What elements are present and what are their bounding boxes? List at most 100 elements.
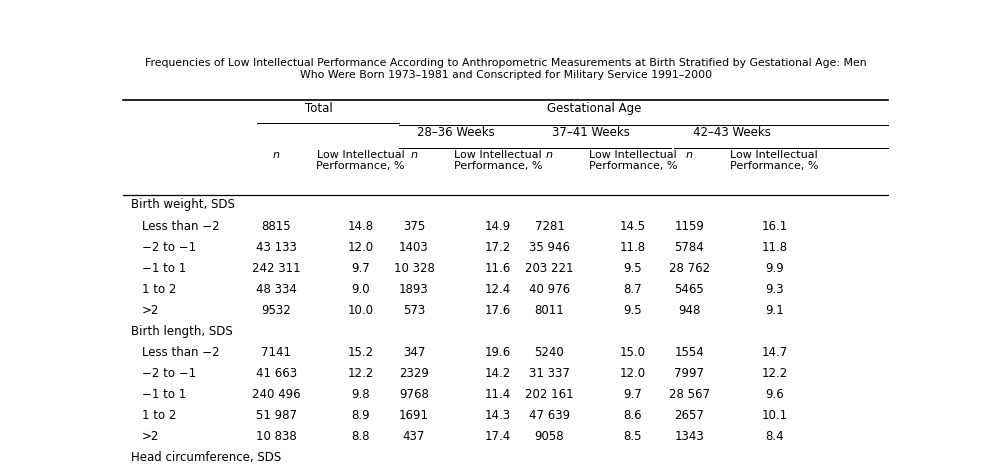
Text: 17.4: 17.4 — [484, 430, 511, 443]
Text: 5784: 5784 — [673, 241, 704, 254]
Text: 1 to 2: 1 to 2 — [142, 282, 176, 296]
Text: 51 987: 51 987 — [255, 409, 297, 422]
Text: 14.9: 14.9 — [484, 219, 511, 233]
Text: 28 567: 28 567 — [669, 388, 709, 401]
Text: n: n — [272, 150, 280, 160]
Text: n: n — [410, 150, 417, 160]
Text: 8.5: 8.5 — [623, 430, 642, 443]
Text: 1554: 1554 — [673, 346, 704, 359]
Text: 15.2: 15.2 — [347, 346, 373, 359]
Text: 2329: 2329 — [398, 367, 429, 380]
Text: 19.6: 19.6 — [484, 346, 511, 359]
Text: 12.4: 12.4 — [484, 282, 511, 296]
Text: 12.2: 12.2 — [760, 367, 787, 380]
Text: 5465: 5465 — [673, 282, 704, 296]
Text: 17.2: 17.2 — [484, 241, 511, 254]
Text: 31 337: 31 337 — [528, 367, 569, 380]
Text: 7997: 7997 — [673, 367, 704, 380]
Text: 240 496: 240 496 — [251, 388, 301, 401]
Text: 9.7: 9.7 — [351, 262, 370, 274]
Text: 35 946: 35 946 — [528, 241, 569, 254]
Text: 8.6: 8.6 — [623, 409, 642, 422]
Text: 8011: 8011 — [534, 304, 564, 317]
Text: 10 838: 10 838 — [255, 430, 297, 443]
Text: −1 to 1: −1 to 1 — [142, 262, 185, 274]
Text: 17.6: 17.6 — [484, 304, 511, 317]
Text: 1893: 1893 — [398, 282, 429, 296]
Text: 9058: 9058 — [534, 430, 564, 443]
Text: 14.3: 14.3 — [485, 409, 511, 422]
Text: 9.9: 9.9 — [764, 262, 783, 274]
Text: >2: >2 — [142, 430, 159, 443]
Text: 8.9: 8.9 — [351, 409, 370, 422]
Text: 2657: 2657 — [673, 409, 704, 422]
Text: −2 to −1: −2 to −1 — [142, 241, 195, 254]
Text: Low Intellectual
Performance, %: Low Intellectual Performance, % — [454, 150, 542, 172]
Text: 11.4: 11.4 — [484, 388, 511, 401]
Text: 11.8: 11.8 — [760, 241, 787, 254]
Text: Low Intellectual
Performance, %: Low Intellectual Performance, % — [730, 150, 817, 172]
Text: 7141: 7141 — [261, 346, 291, 359]
Text: 43 133: 43 133 — [255, 241, 297, 254]
Text: 242 311: 242 311 — [251, 262, 301, 274]
Text: Frequencies of Low Intellectual Performance According to Anthropometric Measurem: Frequencies of Low Intellectual Performa… — [145, 58, 866, 80]
Text: 28 762: 28 762 — [669, 262, 709, 274]
Text: 8.8: 8.8 — [351, 430, 370, 443]
Text: −2 to −1: −2 to −1 — [142, 367, 195, 380]
Text: 202 161: 202 161 — [525, 388, 573, 401]
Text: Low Intellectual
Performance, %: Low Intellectual Performance, % — [588, 150, 676, 172]
Text: 12.0: 12.0 — [619, 367, 645, 380]
Text: 9.3: 9.3 — [764, 282, 783, 296]
Text: 8815: 8815 — [261, 219, 291, 233]
Text: Birth length, SDS: Birth length, SDS — [131, 325, 233, 337]
Text: 9.6: 9.6 — [764, 388, 783, 401]
Text: 1343: 1343 — [673, 430, 704, 443]
Text: 5240: 5240 — [534, 346, 564, 359]
Text: Birth weight, SDS: Birth weight, SDS — [131, 198, 235, 211]
Text: 948: 948 — [677, 304, 700, 317]
Text: 9.0: 9.0 — [351, 282, 370, 296]
Text: 9768: 9768 — [398, 388, 429, 401]
Text: 1 to 2: 1 to 2 — [142, 409, 176, 422]
Text: 9532: 9532 — [261, 304, 291, 317]
Text: 9.5: 9.5 — [623, 304, 642, 317]
Text: 12.0: 12.0 — [347, 241, 373, 254]
Text: 10 328: 10 328 — [393, 262, 434, 274]
Text: 11.8: 11.8 — [619, 241, 645, 254]
Text: 1159: 1159 — [673, 219, 704, 233]
Text: n: n — [685, 150, 692, 160]
Text: 203 221: 203 221 — [525, 262, 573, 274]
Text: 16.1: 16.1 — [760, 219, 787, 233]
Text: 48 334: 48 334 — [255, 282, 297, 296]
Text: 375: 375 — [402, 219, 425, 233]
Text: 573: 573 — [402, 304, 425, 317]
Text: 40 976: 40 976 — [528, 282, 570, 296]
Text: 1691: 1691 — [398, 409, 429, 422]
Text: 9.1: 9.1 — [764, 304, 783, 317]
Text: 28–36 Weeks: 28–36 Weeks — [417, 126, 495, 139]
Text: 37–41 Weeks: 37–41 Weeks — [551, 126, 629, 139]
Text: 437: 437 — [402, 430, 425, 443]
Text: −1 to 1: −1 to 1 — [142, 388, 185, 401]
Text: Low Intellectual
Performance, %: Low Intellectual Performance, % — [316, 150, 404, 172]
Text: Less than −2: Less than −2 — [142, 346, 219, 359]
Text: 14.2: 14.2 — [484, 367, 511, 380]
Text: 1403: 1403 — [398, 241, 429, 254]
Text: 347: 347 — [402, 346, 425, 359]
Text: 9.7: 9.7 — [623, 388, 642, 401]
Text: Total: Total — [305, 102, 332, 115]
Text: 12.2: 12.2 — [347, 367, 374, 380]
Text: Less than −2: Less than −2 — [142, 219, 219, 233]
Text: 9.5: 9.5 — [623, 262, 642, 274]
Text: Head circumference, SDS: Head circumference, SDS — [131, 451, 281, 464]
Text: 8.4: 8.4 — [764, 430, 783, 443]
Text: 14.8: 14.8 — [347, 219, 373, 233]
Text: 7281: 7281 — [534, 219, 564, 233]
Text: n: n — [545, 150, 552, 160]
Text: 9.8: 9.8 — [351, 388, 370, 401]
Text: 8.7: 8.7 — [623, 282, 642, 296]
Text: 10.1: 10.1 — [760, 409, 787, 422]
Text: 14.7: 14.7 — [760, 346, 787, 359]
Text: 42–43 Weeks: 42–43 Weeks — [692, 126, 770, 139]
Text: Gestational Age: Gestational Age — [546, 102, 641, 115]
